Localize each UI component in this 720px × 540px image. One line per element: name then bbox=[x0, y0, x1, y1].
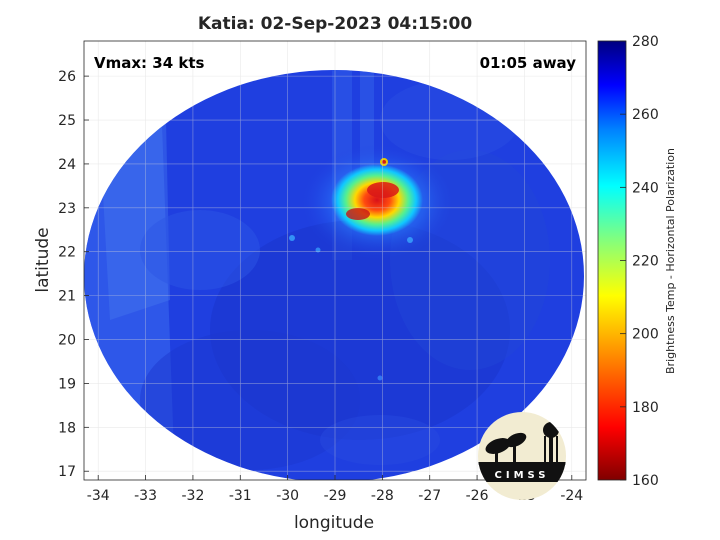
colorbar-label: Brightness Temp - Horizontal Polarizatio… bbox=[664, 148, 677, 374]
y-tick-label: 17 bbox=[58, 464, 76, 480]
colorbar: 160 180 200 220 240 260 280 Brightness Temp - … bbox=[597, 34, 677, 489]
x-tick-label: -26 bbox=[466, 488, 489, 504]
y-tick-label: 18 bbox=[58, 420, 76, 436]
y-axis-label: latitude bbox=[33, 227, 53, 292]
grid-lines bbox=[84, 41, 586, 480]
y-tick-label: 20 bbox=[58, 333, 76, 349]
x-tick-label: -33 bbox=[134, 488, 157, 504]
time-away-label: 01:05 away bbox=[480, 54, 577, 72]
x-tick-label: -28 bbox=[371, 488, 394, 504]
y-tick-label: 25 bbox=[58, 113, 76, 129]
colorbar-tick-label: 260 bbox=[632, 107, 659, 123]
colorbar-ticks: 160 180 200 220 240 260 280 bbox=[620, 34, 659, 489]
y-axis-ticks: 17 18 19 20 21 22 23 24 25 26 bbox=[58, 69, 89, 480]
plot-title: Katia: 02-Sep-2023 04:15:00 bbox=[197, 14, 473, 34]
y-tick-label: 22 bbox=[58, 245, 76, 261]
vmax-label: Vmax: 34 kts bbox=[94, 54, 204, 72]
colorbar-tick-label: 280 bbox=[632, 34, 659, 50]
colorbar-tick-label: 160 bbox=[632, 473, 659, 489]
colorbar-tick-label: 200 bbox=[632, 327, 659, 343]
x-tick-label: -32 bbox=[181, 488, 204, 504]
y-tick-label: 19 bbox=[58, 376, 76, 392]
x-axis-label: longitude bbox=[294, 513, 374, 533]
y-tick-label: 24 bbox=[58, 157, 76, 173]
x-tick-label: -34 bbox=[87, 488, 110, 504]
x-tick-label: -24 bbox=[560, 488, 583, 504]
logo-text: CIMSS bbox=[495, 470, 550, 481]
x-tick-label: -30 bbox=[276, 488, 299, 504]
x-tick-label: -31 bbox=[229, 488, 252, 504]
colorbar-tick-label: 240 bbox=[632, 180, 659, 196]
y-tick-label: 23 bbox=[58, 201, 76, 217]
y-tick-label: 26 bbox=[58, 69, 76, 85]
convective-core bbox=[331, 164, 423, 236]
colorbar-tick-label: 220 bbox=[632, 254, 659, 270]
cimss-logo: CIMSS bbox=[478, 412, 566, 500]
x-tick-label: -27 bbox=[418, 488, 441, 504]
x-tick-label: -29 bbox=[324, 488, 347, 504]
colorbar-tick-label: 180 bbox=[632, 400, 659, 416]
microwave-swath-image bbox=[84, 70, 584, 480]
y-tick-label: 21 bbox=[58, 289, 76, 305]
